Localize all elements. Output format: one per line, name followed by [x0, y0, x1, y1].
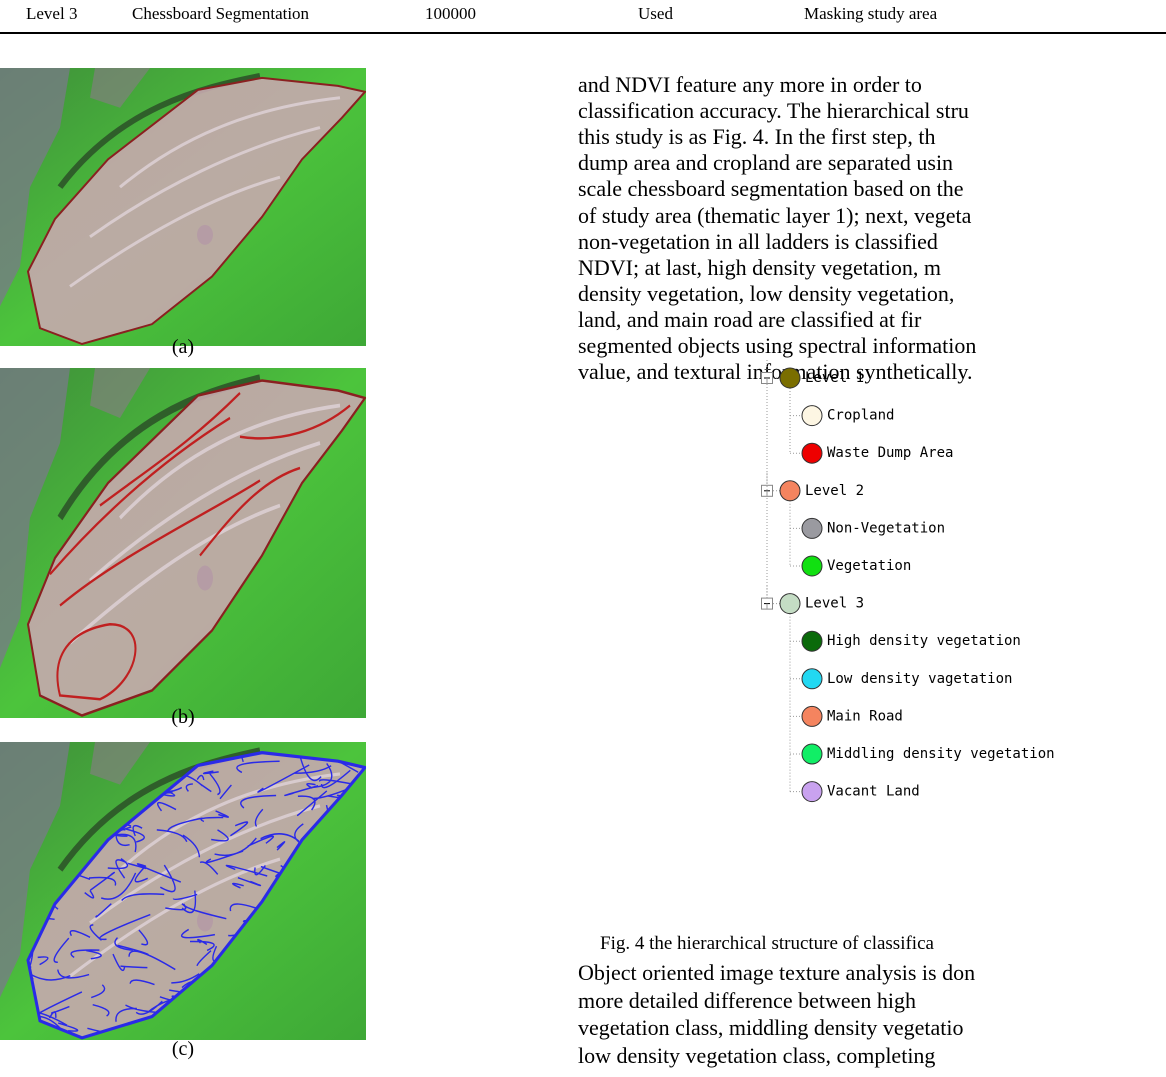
class-label: Non-Vegetation — [827, 520, 945, 536]
text-line: classification accuracy. The hierarchica… — [578, 98, 969, 124]
class-icon — [802, 744, 822, 764]
satellite-image — [0, 742, 366, 1040]
text-line: vegetation class, middling density veget… — [578, 1015, 964, 1041]
class-icon — [802, 706, 822, 726]
class-icon — [780, 368, 800, 388]
text-line: low density vegetation class, completing — [578, 1043, 935, 1069]
page: {"table": {"row": ["Level 3", "Chessboar… — [0, 0, 1166, 1077]
class-icon — [802, 782, 822, 802]
figure-label: (b) — [0, 706, 366, 729]
text-line: land, and main road are classified at fi… — [578, 307, 921, 333]
class-icon — [802, 631, 822, 651]
class-icon — [802, 669, 822, 689]
class-label: Main Road — [827, 708, 903, 724]
text-line: non-vegetation in all ladders is classif… — [578, 229, 938, 255]
text-line: and NDVI feature any more in order to — [578, 72, 922, 98]
class-label: Vacant Land — [827, 784, 920, 800]
class-label: Waste Dump Area — [827, 445, 953, 461]
text-line: segmented objects using spectral informa… — [578, 333, 976, 359]
text-line: NDVI; at last, high density vegetation, … — [578, 255, 941, 281]
class-label: Level 1 — [805, 370, 864, 386]
class-icon — [780, 594, 800, 614]
text-line: of study area (thematic layer 1); next, … — [578, 203, 971, 229]
class-hierarchy-tree: Level 1 Cropland Waste Dump Area Level 2 Non… — [750, 360, 1150, 810]
figure-caption: Fig. 4 the hierarchical structure of cla… — [600, 933, 934, 955]
table-rule — [0, 32, 1166, 34]
table-cell: Used — [638, 4, 673, 24]
class-icon — [802, 518, 822, 538]
satellite-image — [0, 368, 366, 718]
text-line: Object oriented image texture analysis i… — [578, 960, 975, 986]
figure-label: (a) — [0, 336, 366, 359]
class-label: Level 2 — [805, 483, 864, 499]
class-label: Middling density vegetation — [827, 746, 1055, 762]
table-cell: Level 3 — [26, 4, 77, 24]
satellite-image — [0, 68, 366, 346]
table-cell: Chessboard Segmentation — [132, 4, 309, 24]
class-icon — [802, 406, 822, 426]
text-line: scale chessboard segmentation based on t… — [578, 176, 963, 202]
class-label: High density vegetation — [827, 633, 1021, 649]
class-icon — [802, 556, 822, 576]
figure-label: (c) — [0, 1038, 366, 1061]
class-label: Cropland — [827, 408, 894, 424]
class-label: Low density vagetation — [827, 671, 1012, 687]
class-icon — [802, 443, 822, 463]
text-line: dump area and cropland are separated usi… — [578, 150, 953, 176]
text-line: density vegetation, low density vegetati… — [578, 281, 954, 307]
table-cell: 100000 — [425, 4, 476, 24]
class-label: Vegetation — [827, 558, 911, 574]
text-line: this study is as Fig. 4. In the first st… — [578, 124, 936, 150]
class-icon — [780, 481, 800, 501]
class-label: Level 3 — [805, 596, 864, 612]
text-line: more detailed difference between high — [578, 988, 916, 1014]
table-cell: Masking study area — [804, 4, 937, 24]
